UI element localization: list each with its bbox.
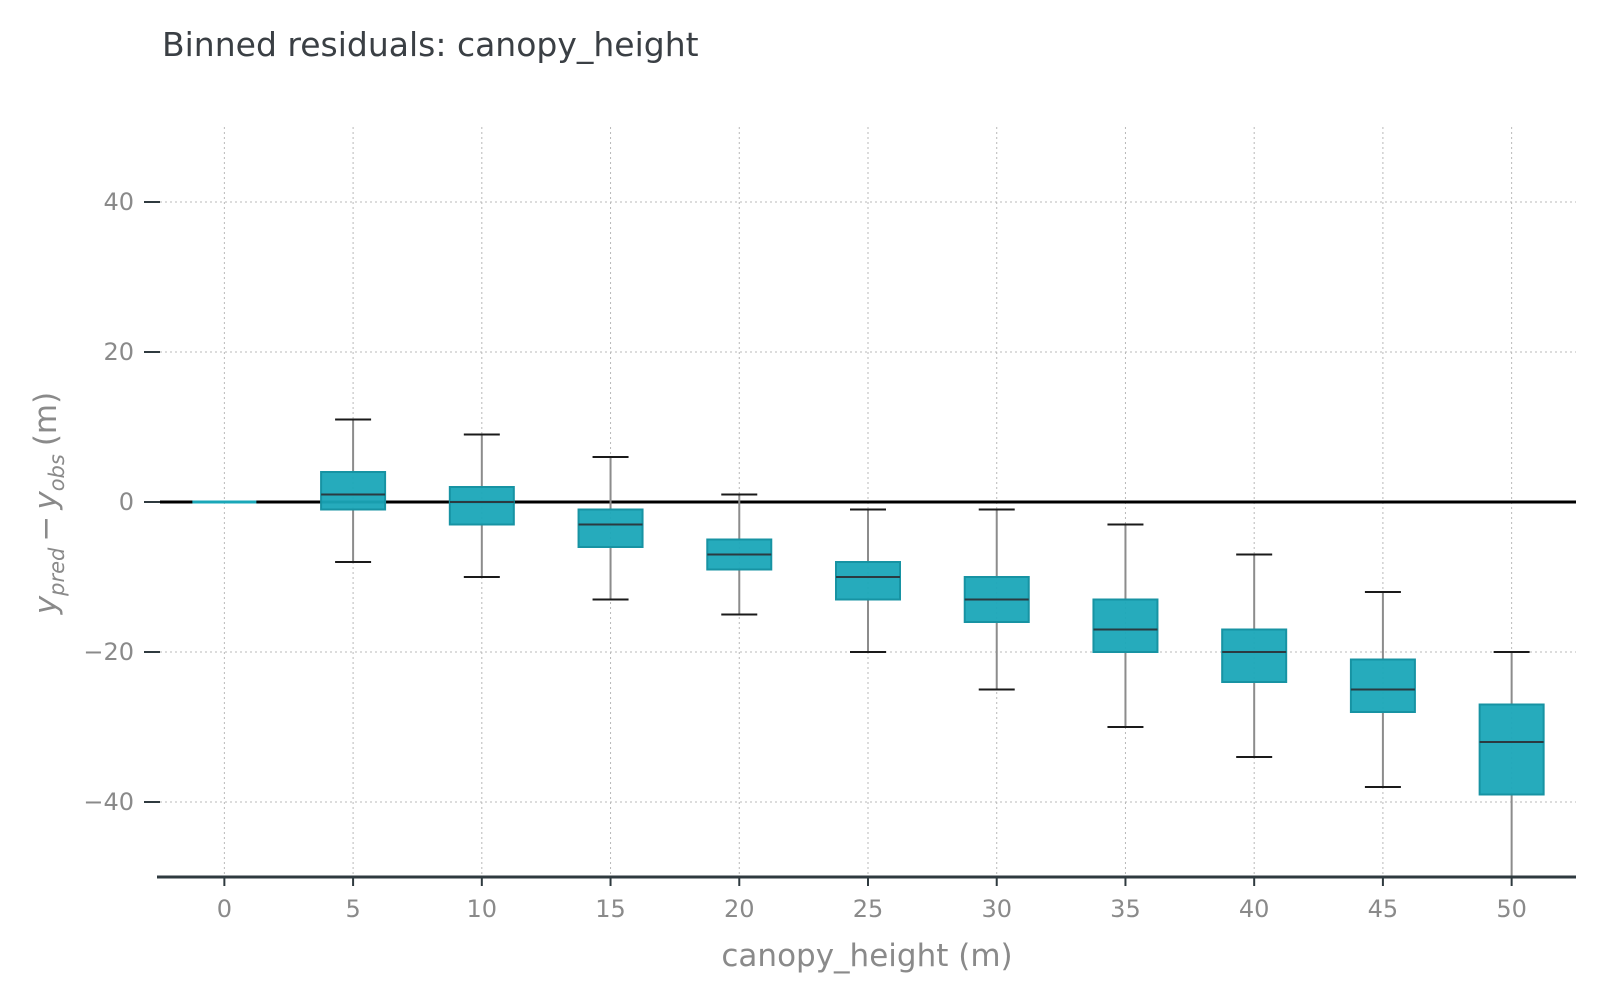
x-tick-label: 40 [1239,895,1270,923]
box-30 [963,508,1030,691]
y-tick-label: 20 [103,338,134,366]
y-axis-label-main: y [28,595,64,615]
box-iqr [1221,628,1288,683]
y-axis-label-unit: (m) [28,392,64,446]
box-40 [1221,553,1288,758]
x-tick-label: 5 [345,895,360,923]
box-45 [1349,591,1416,788]
x-tick-label: 0 [217,895,232,923]
y-axis-label-sub-obs: obs [45,454,69,491]
box-iqr [835,561,901,601]
y-tick-label: −40 [83,788,134,816]
x-tick-label: 15 [595,895,626,923]
box-iqr [1092,598,1159,653]
y-tick-label: 40 [103,188,134,216]
box-series [192,418,1545,877]
x-tick-label: 20 [724,895,755,923]
box-50 [1478,651,1545,877]
x-tick-label: 35 [1110,895,1141,923]
box-15 [577,456,644,601]
y-axis-label: ypred−yobs(m) [28,392,69,615]
box-35 [1092,523,1159,728]
box-20 [706,493,773,616]
svg-text:ypred−yobs(m): ypred−yobs(m) [28,392,69,615]
box-5 [320,418,387,563]
box-iqr [1349,658,1416,713]
y-axis-label-sub-pred: pred [45,547,69,597]
x-tick-label: 45 [1368,895,1399,923]
box-10 [448,433,515,578]
chart-title: Binned residuals: canopy_height [162,25,699,64]
x-tick-label: 30 [981,895,1012,923]
x-axis-label: canopy_height (m) [721,938,1012,974]
box-iqr [320,471,387,511]
y-tick-label: 0 [119,488,134,516]
y-axis-label-minus: − [28,516,64,542]
x-tick-label: 50 [1496,895,1527,923]
x-tick-label: 10 [467,895,498,923]
x-tick-label: 25 [853,895,884,923]
axes: 0 5 10 15 20 25 30 35 40 45 50 40 20 0 −20 −40 [83,188,1576,923]
box-iqr [448,486,515,526]
y-tick-label: −20 [83,638,134,666]
box-iqr [577,508,644,548]
box-25 [835,508,901,653]
y-axis-label-main-2: y [28,491,64,511]
box-iqr [1478,703,1545,796]
